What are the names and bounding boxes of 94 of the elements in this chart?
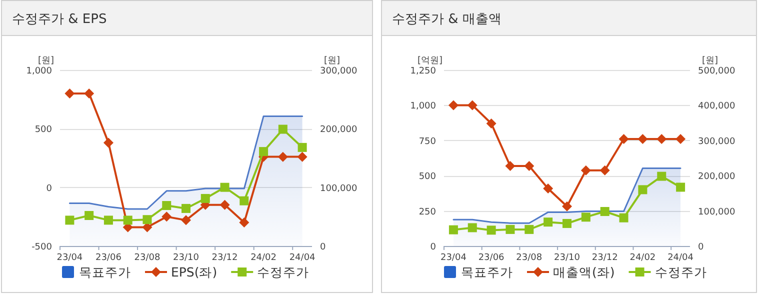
point	[543, 184, 554, 194]
y2-axis-title: [원]	[324, 56, 340, 66]
point	[638, 185, 648, 194]
point	[562, 201, 572, 212]
y2-tick-label: 300,000	[698, 136, 736, 147]
point	[65, 216, 74, 225]
point	[181, 215, 191, 226]
y-tick-label: 500	[34, 125, 52, 136]
y-tick-label: 1,000	[26, 66, 52, 76]
y-tick-label: 1,000	[410, 102, 436, 112]
chart-title: 수정주가 & 매출액	[392, 12, 502, 27]
y-tick-label: 750	[418, 136, 436, 147]
y2-tick-label: 200,000	[698, 172, 736, 182]
point	[297, 152, 308, 162]
point	[278, 124, 288, 134]
x-tick-label: 24/04	[289, 253, 316, 263]
y2-tick-label: 300,000	[320, 66, 358, 76]
point	[562, 218, 572, 228]
point	[524, 224, 534, 234]
chart-title: 수정주가 & EPS	[12, 12, 107, 27]
point	[505, 161, 516, 172]
x-tick-label: 23/06	[95, 253, 122, 263]
point	[600, 165, 610, 176]
x-tick-label: 23/04	[440, 253, 467, 263]
y-axis-title: [원]	[38, 56, 54, 66]
x-tick-label: 23/04	[56, 253, 83, 263]
point	[220, 200, 230, 210]
x-tick-label: 23/08	[134, 253, 160, 263]
x-tick-label: 23/06	[478, 253, 505, 263]
point	[182, 204, 190, 213]
point	[676, 134, 686, 144]
point	[239, 218, 250, 228]
y2-tick-label: 0	[320, 242, 326, 252]
y2-tick-label: 100,000	[320, 184, 358, 194]
x-tick-label: 23/08	[516, 253, 542, 263]
point	[676, 182, 686, 192]
point	[103, 138, 114, 148]
y-tick-label: 500	[418, 172, 436, 182]
point	[486, 226, 496, 235]
point	[600, 207, 610, 216]
point	[506, 224, 515, 234]
y2-tick-label: 100,000	[698, 207, 736, 218]
point	[486, 118, 496, 129]
point	[162, 201, 172, 210]
y-tick-label: -500	[32, 242, 52, 252]
y2-tick-label: 500,000	[698, 66, 736, 76]
y2-tick-label: 400,000	[698, 102, 736, 112]
y-tick-label: 250	[418, 207, 436, 218]
point	[220, 182, 230, 192]
x-tick-label: 23/10	[554, 253, 580, 263]
point	[468, 223, 477, 232]
legend-label: 수정주가	[654, 264, 707, 280]
point	[162, 212, 172, 222]
point	[278, 152, 288, 162]
point	[240, 196, 249, 206]
point	[448, 100, 458, 110]
point	[298, 142, 307, 152]
legend-label: 수정주가	[257, 264, 310, 280]
point	[142, 215, 152, 224]
point	[200, 194, 210, 203]
y-axis-title: [억원]	[417, 56, 443, 66]
point	[656, 134, 667, 144]
legend-label: 매출액(좌)	[553, 264, 615, 280]
point	[259, 147, 268, 156]
point	[544, 218, 553, 227]
y-tick-label: 0	[430, 242, 436, 252]
point	[84, 88, 94, 98]
point	[123, 216, 132, 225]
point	[448, 225, 458, 234]
point	[467, 100, 478, 110]
legend-label: EPS(좌)	[171, 264, 218, 280]
y2-axis-title: [원]	[702, 56, 718, 66]
y2-tick-label: 200,000	[320, 125, 358, 136]
point	[580, 165, 591, 176]
point	[64, 88, 75, 98]
legend-label: 목표주가	[461, 264, 513, 280]
point	[524, 161, 534, 172]
point	[619, 213, 628, 222]
x-tick-label: 23/10	[173, 253, 200, 263]
x-tick-label: 24/02	[630, 253, 656, 263]
point	[657, 172, 666, 181]
x-tick-label: 23/12	[592, 253, 618, 263]
point	[618, 134, 629, 144]
legend-label: 목표주가	[79, 264, 131, 280]
x-tick-label: 24/04	[668, 253, 694, 263]
y2-tick-label: 0	[698, 242, 704, 252]
y-tick-label: 0	[46, 184, 52, 194]
x-tick-label: 24/02	[250, 253, 277, 263]
point	[581, 212, 590, 222]
point	[638, 134, 648, 144]
point	[84, 210, 94, 220]
point	[104, 216, 113, 225]
x-tick-label: 23/12	[212, 253, 238, 263]
y-tick-label: 1,250	[410, 66, 436, 76]
